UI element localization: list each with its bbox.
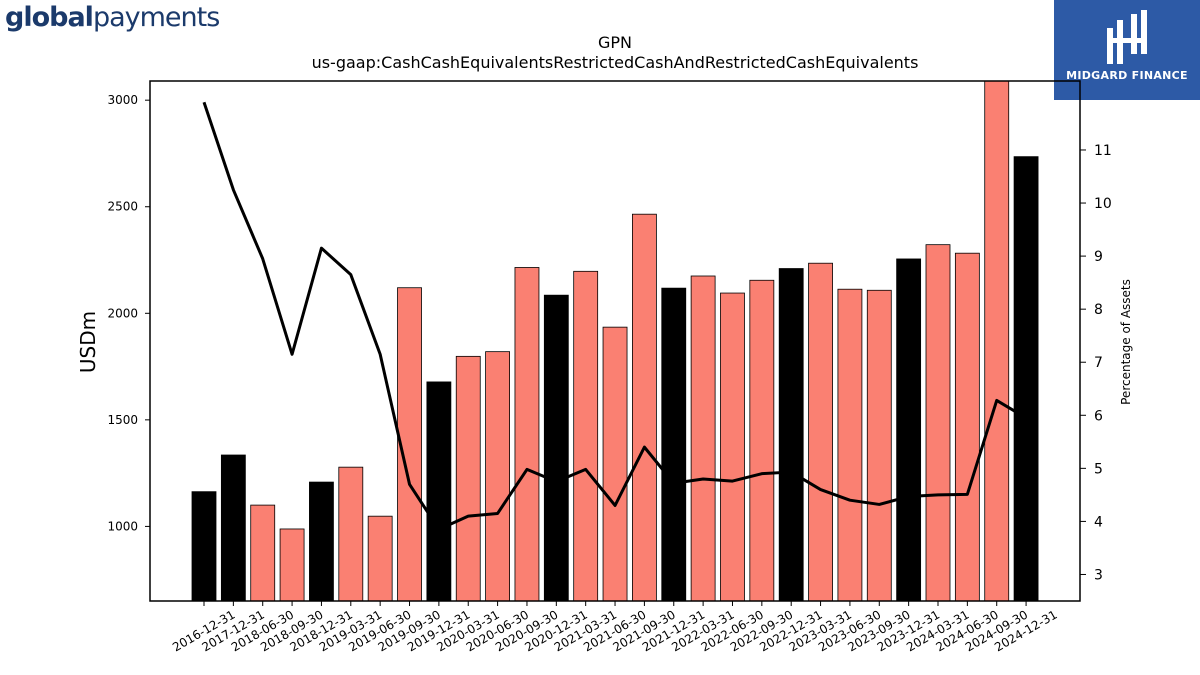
right-axis: 3 4 5 6 7 8 9 10 11: [1080, 143, 1112, 583]
y2-tick-label: 7: [1094, 355, 1103, 371]
percentage-of-assets-line: [202, 101, 1027, 531]
left-axis: 1000 1500 2000 2500 3000: [107, 93, 150, 533]
y2-tick-label: 11: [1094, 143, 1112, 159]
bar-2024-03-31: [925, 244, 951, 601]
bar-2020-06-30: [485, 351, 511, 601]
logo-text-light: payments: [92, 2, 220, 33]
y2-tick-label: 4: [1094, 514, 1103, 530]
bar-2023-06-30: [837, 288, 863, 601]
bar-2022-06-30: [720, 292, 745, 601]
y-axis-label: USDm: [76, 311, 100, 373]
y2-tick-label: 6: [1094, 408, 1103, 424]
x-axis: 2016-12-312017-12-312018-06-302018-09-30…: [170, 601, 1060, 654]
bar-2023-12-31: [896, 258, 922, 601]
bar-2021-03-31: [573, 270, 599, 601]
bar-2024-06-30: [954, 252, 980, 601]
y2-tick-label: 9: [1094, 249, 1103, 265]
chart-subtitle: us-gaap:CashCashEquivalentsRestrictedCas…: [312, 53, 919, 72]
bar-2024-12-31: [1013, 156, 1039, 601]
bar-2019-12-31: [426, 381, 452, 601]
bar-2021-06-30: [602, 326, 628, 601]
bar-2020-12-31: [543, 294, 569, 601]
y-tick-label: 1500: [107, 413, 138, 427]
line-layer: [202, 101, 1027, 531]
bar-2018-12-31: [309, 481, 334, 601]
bars-layer: [191, 81, 1039, 601]
bar-2019-03-31: [338, 466, 364, 601]
bar-2020-09-30: [514, 267, 540, 601]
bar-2018-06-30: [250, 504, 276, 601]
bar-2016-12-31: [191, 491, 217, 601]
bar-2018-09-30: [279, 528, 305, 601]
y2-tick-label: 5: [1094, 461, 1103, 477]
midgard-finance-logo: MIDGARD FINANCE: [1054, 0, 1200, 100]
bar-2023-09-30: [866, 289, 892, 601]
y2-tick-label: 8: [1094, 302, 1103, 318]
y2-tick-label: 10: [1094, 196, 1112, 212]
bar-2022-12-31: [778, 268, 804, 601]
bar-2017-12-31: [220, 454, 246, 601]
chart-title: GPN: [598, 33, 632, 52]
y-tick-label: 2000: [107, 306, 138, 320]
global-payments-logo: globalpayments: [5, 2, 220, 33]
y-tick-label: 2500: [107, 200, 138, 214]
bar-2022-03-31: [690, 275, 716, 601]
bar-2023-03-31: [808, 262, 833, 601]
bar-2021-12-31: [661, 287, 687, 601]
y-tick-label: 3000: [107, 93, 138, 107]
bar-2022-09-30: [749, 279, 775, 601]
midgard-logo-text: MIDGARD FINANCE: [1066, 69, 1188, 82]
bar-2024-09-30: [984, 81, 1010, 601]
bar-2020-03-31: [455, 355, 481, 601]
y2-tick-label: 3: [1094, 567, 1103, 583]
bar-2021-09-30: [632, 213, 657, 601]
midgard-logo-mark-icon: [1107, 10, 1147, 64]
bar-2019-06-30: [367, 515, 393, 601]
logo-text-bold: global: [5, 2, 94, 33]
y2-axis-label: Percentage of Assets: [1119, 279, 1133, 405]
y-tick-label: 1000: [107, 519, 138, 533]
